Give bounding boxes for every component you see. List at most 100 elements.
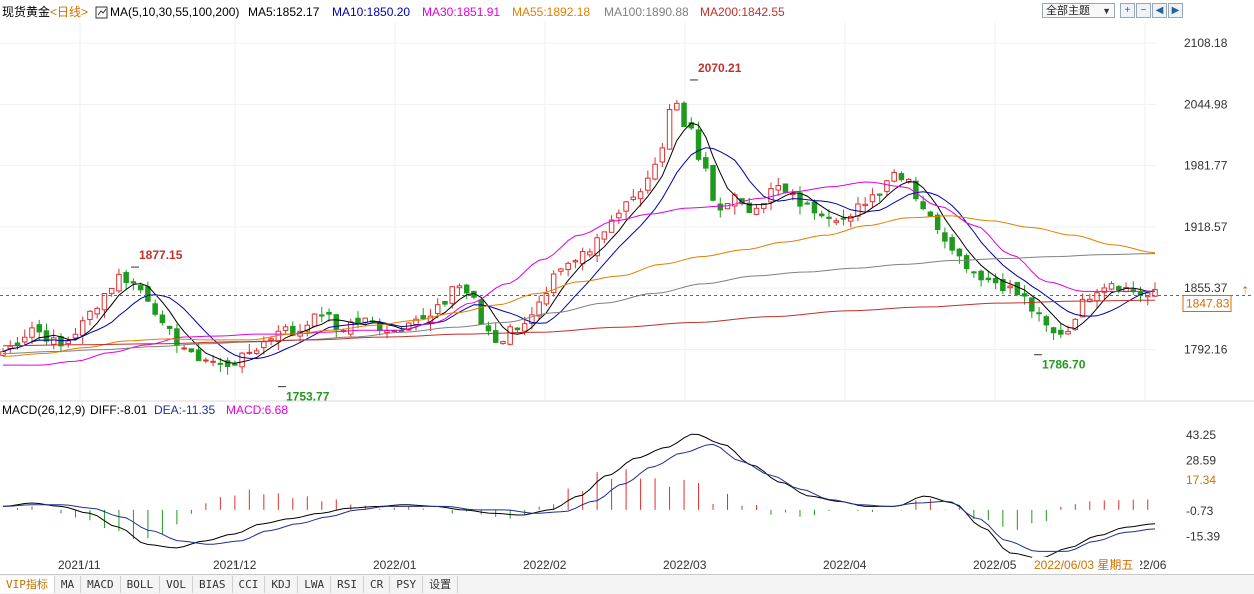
candle-body xyxy=(145,286,151,302)
indicator-tab[interactable]: RSI xyxy=(331,576,364,593)
candle-body xyxy=(1036,312,1042,315)
candle-body xyxy=(232,363,238,366)
candle-body xyxy=(768,188,774,203)
indicator-tab[interactable]: CR xyxy=(364,576,391,593)
candle-body xyxy=(181,347,187,350)
candle-body xyxy=(275,330,282,343)
candle-body xyxy=(652,163,658,180)
candle-body xyxy=(674,102,680,111)
candle-body xyxy=(166,325,173,329)
indicator-tab[interactable]: BOLL xyxy=(121,576,161,593)
candle-body xyxy=(1058,329,1064,335)
candle-body xyxy=(963,255,970,270)
zoom-out-icon[interactable]: − xyxy=(1136,3,1151,18)
candle-body xyxy=(818,213,825,217)
indicator-tab[interactable]: LWA xyxy=(298,576,332,593)
candle-body xyxy=(29,327,35,338)
candle-body xyxy=(601,231,608,240)
candle-body xyxy=(826,216,832,219)
x-tick-label: 2022/05 xyxy=(973,558,1017,572)
y-tick-label: 2044.98 xyxy=(1184,97,1228,111)
candle-body xyxy=(1000,279,1006,292)
candle-body xyxy=(775,185,781,191)
candle-body xyxy=(261,341,267,349)
y-tick-label: 1918.57 xyxy=(1184,220,1228,234)
candle-body xyxy=(847,216,854,222)
macd-y-tick-label: 28.59 xyxy=(1186,453,1216,467)
candle-body xyxy=(463,284,470,294)
candle-body xyxy=(594,237,600,257)
candle-body xyxy=(898,173,905,181)
x-tick-label: 2022/03 xyxy=(663,558,707,572)
candle-body xyxy=(681,102,687,127)
candle-body xyxy=(1152,288,1158,297)
x-tick-label: 2022/01 xyxy=(373,558,417,572)
theme-dropdown[interactable]: 全部主题 ▼ xyxy=(1042,3,1115,18)
candle-body xyxy=(920,201,926,210)
candle-body xyxy=(195,349,202,361)
symbol-label: 现货黄金 xyxy=(2,4,50,19)
x-tick-label: 2021/11 xyxy=(58,558,101,572)
candle-body xyxy=(442,300,448,305)
candle-body xyxy=(108,287,115,294)
candle-body xyxy=(478,299,484,325)
moving-average-lines xyxy=(0,122,1254,366)
y-tick-label: 1855.37 xyxy=(1184,281,1228,295)
candle-body xyxy=(1050,327,1057,334)
last-price-box xyxy=(1182,294,1232,312)
period-selector[interactable]: <日线> xyxy=(50,5,88,19)
candle-body xyxy=(203,359,209,362)
indicator-tab[interactable]: BIAS xyxy=(193,576,233,593)
candle-body xyxy=(514,327,521,331)
candle-body xyxy=(94,307,100,315)
ma55-line xyxy=(2,215,1156,357)
indicator-tab[interactable]: MA xyxy=(55,576,82,593)
candle-body xyxy=(449,286,455,304)
ma100-value: MA100:1890.88 xyxy=(604,5,689,19)
candle-body xyxy=(876,193,883,196)
macd-y-tick-label: -15.39 xyxy=(1186,529,1220,543)
crosshair-date-label: 2022/06/03 星期五 xyxy=(1034,558,1133,572)
candle-body xyxy=(398,330,405,333)
ma30-line xyxy=(3,181,1155,366)
indicator-tab[interactable]: MACD xyxy=(81,576,121,593)
candle-body xyxy=(1021,293,1028,297)
candle-body xyxy=(319,314,325,317)
indicator-tab[interactable]: VIP指标 xyxy=(0,576,55,593)
candle-body xyxy=(637,191,644,200)
indicator-tab[interactable]: CCI xyxy=(233,576,266,593)
candle-body xyxy=(855,203,861,217)
candle-body xyxy=(971,271,977,274)
zoom-in-icon[interactable]: + xyxy=(1120,3,1135,18)
candle-body xyxy=(137,285,144,291)
candle-body xyxy=(905,178,912,183)
candle-body xyxy=(116,273,122,292)
indicator-tab[interactable]: KDJ xyxy=(265,576,299,593)
candle-body xyxy=(608,219,615,233)
candle-body xyxy=(811,201,818,214)
candle-body xyxy=(862,203,868,207)
candle-body xyxy=(572,260,579,263)
candle-body xyxy=(87,310,93,321)
macd-y-tick-label: 43.25 xyxy=(1186,428,1216,442)
candle-body xyxy=(456,285,463,289)
candle-body xyxy=(72,333,79,339)
candle-body xyxy=(1101,287,1108,293)
indicator-tab[interactable]: 设置 xyxy=(423,576,459,593)
candle-body xyxy=(884,180,890,192)
ma-settings-icon[interactable] xyxy=(95,6,108,19)
indicator-tab[interactable]: VOL xyxy=(160,576,193,593)
prev-icon[interactable]: ◀ xyxy=(1152,3,1167,18)
ma10-line xyxy=(2,147,1156,360)
extreme-label: 1877.15 xyxy=(139,248,183,262)
macd-diff: DIFF:-8.01 xyxy=(90,403,148,417)
candle-body xyxy=(695,129,702,160)
candle-body xyxy=(1065,330,1071,335)
candle-body xyxy=(1014,281,1021,296)
next-icon[interactable]: ▶ xyxy=(1168,3,1183,18)
indicator-tab[interactable]: PSY xyxy=(390,576,424,593)
candle-body xyxy=(507,326,513,345)
candle-body xyxy=(377,322,383,331)
candle-body xyxy=(558,268,564,272)
candle-body xyxy=(782,183,789,193)
